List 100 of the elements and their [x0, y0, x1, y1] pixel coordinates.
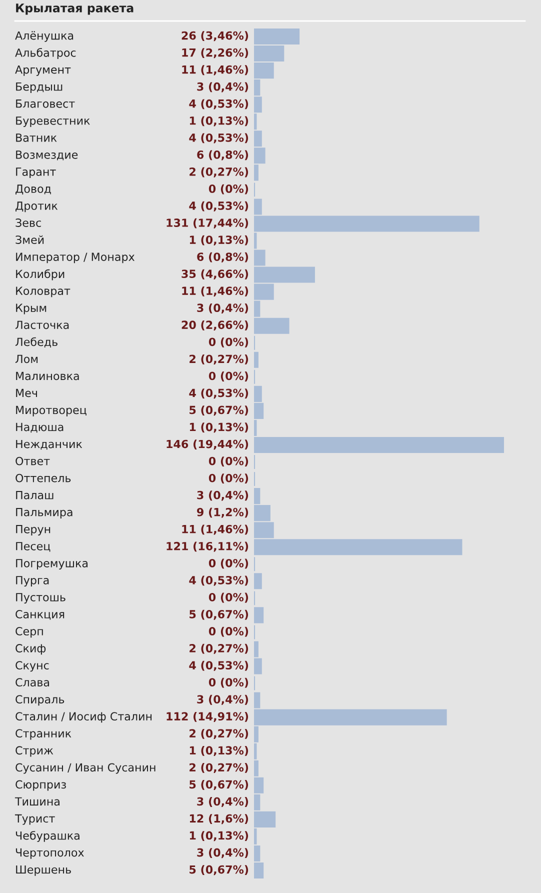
data-label: 4 (0,53%): [189, 133, 248, 144]
data-label: 0 (0%): [208, 456, 248, 467]
y-tick-label: Серп: [16, 627, 43, 638]
data-label: 0 (0%): [208, 372, 248, 382]
data-label: 26 (3,46%): [182, 31, 248, 42]
y-tick-label: Малиновка: [16, 372, 79, 380]
data-label: 0 (0%): [208, 474, 248, 484]
y-tick-label: Зевс: [16, 218, 41, 227]
data-label: 3 (0,4%): [197, 848, 248, 858]
y-tick-label: Тишина: [14, 797, 60, 806]
y-tick-label: Шершень: [16, 865, 71, 876]
data-label: 1 (0,13%): [190, 116, 248, 126]
y-tick-label: Нежданчик: [16, 440, 82, 450]
data-label: 5 (0,67%): [190, 780, 248, 790]
data-label: 1 (0,13%): [190, 422, 248, 433]
data-label: 0 (0%): [208, 338, 248, 348]
y-tick-label: Пустошь: [16, 593, 66, 604]
y-tick-label: Спираль: [16, 695, 64, 706]
y-tick-label: Ватник: [16, 134, 57, 142]
y-tick-label: Санкция: [16, 610, 64, 620]
data-label: 4 (0,53%): [189, 201, 248, 212]
y-tick-label: Альбатрос: [15, 48, 76, 59]
data-label: 11 (1,46%): [182, 524, 248, 535]
y-tick-label: Возмездие: [16, 150, 78, 160]
data-label: 121 (16,11%): [166, 542, 248, 552]
y-tick-label: Колибри: [16, 269, 64, 280]
data-label: 3 (0,4%): [197, 303, 248, 314]
y-tick-label: Змей: [16, 235, 44, 244]
y-tick-label: Пурга: [16, 576, 49, 587]
y-tick-label: Странник: [16, 729, 72, 740]
y-tick-label: Гарант: [16, 168, 56, 178]
y-tick-label: Сталин / Иосиф Сталин: [16, 712, 152, 723]
data-label: 12 (1,6%): [190, 814, 248, 824]
y-tick-label: Лом: [15, 354, 38, 364]
y-tick-label: Палаш: [16, 491, 54, 500]
data-label: 2 (0,27%): [190, 644, 248, 654]
y-tick-label: Бердыш: [16, 82, 62, 93]
y-tick-label: Турист: [14, 814, 55, 825]
y-tick-label: Оттепель: [16, 474, 71, 482]
data-label: 0 (0%): [208, 592, 248, 603]
data-label: 3 (0,4%): [197, 490, 248, 501]
data-label: 0 (0%): [208, 558, 248, 569]
data-label: 17 (2,26%): [182, 48, 248, 58]
y-tick-label: Довод: [16, 184, 51, 194]
data-label: 9 (1,2%): [197, 508, 248, 518]
y-tick-label: Скунс: [16, 661, 49, 672]
data-label: 0 (0%): [208, 678, 248, 688]
data-label: 146 (19,44%): [166, 440, 248, 450]
y-tick-label: Коловрат: [16, 286, 70, 298]
y-tick-label: Надюша: [16, 422, 64, 433]
y-tick-label: Слава: [16, 678, 50, 686]
y-tick-label: Чебурашка: [16, 830, 80, 842]
y-tick-label: Песец: [16, 542, 50, 552]
y-tick-label: Пальмира: [16, 508, 72, 518]
y-tick-label: Перун: [16, 525, 50, 536]
data-label: 4 (0,53%): [189, 660, 248, 671]
y-tick-label: Миротворец: [16, 406, 86, 416]
data-label: 5 (0,67%): [190, 865, 248, 876]
y-tick-label: Император / Монарх: [16, 252, 135, 264]
data-label: 6 (0,8%): [197, 252, 248, 262]
y-tick-label: Меч: [16, 388, 37, 398]
y-tick-label: Буревестник: [16, 116, 90, 127]
y-tick-label: Ласточка: [15, 320, 69, 330]
y-tick-label: Аргумент: [15, 66, 71, 76]
y-tick-label: Сусанин / Иван Сусанин: [16, 763, 156, 774]
data-label: 4 (0,53%): [189, 388, 248, 399]
data-label: 11 (1,46%): [182, 65, 248, 76]
y-tick-label: Благовест: [16, 100, 75, 108]
y-tick-label: Дротик: [16, 202, 58, 212]
y-tick-label: Погремушка: [16, 559, 88, 570]
data-label: 5 (0,67%): [190, 610, 248, 620]
y-tick-label: Сюрприз: [16, 780, 66, 791]
y-tick-label: Стриж: [16, 746, 54, 757]
text: Крылатая ракета: [16, 4, 134, 15]
data-label: 4 (0,53%): [189, 99, 248, 110]
data-label: 6 (0,8%): [197, 150, 248, 160]
data-label: 0 (0%): [208, 184, 248, 194]
data-label: 11 (1,46%): [182, 286, 248, 296]
data-label: 3 (0,4%): [197, 82, 248, 92]
data-label: 3 (0,4%): [197, 797, 248, 808]
y-tick-label: Алёнушка: [15, 31, 74, 42]
data-label: 2 (0,27%): [190, 354, 248, 365]
data-label: 20 (2,66%): [182, 320, 248, 330]
y-tick-label: Крым: [16, 304, 46, 314]
data-label: 35 (4,66%): [182, 269, 248, 280]
data-label: 2 (0,27%): [190, 763, 248, 774]
data-label: 131 (17,44%): [166, 218, 248, 228]
y-tick-label: Скиф: [16, 644, 46, 655]
y-tick-label: Лебедь: [15, 337, 58, 348]
data-label: 112 (14,91%): [166, 712, 248, 722]
y-tick-label: Чертополох: [16, 848, 84, 859]
data-label: 2 (0,27%): [190, 167, 248, 178]
data-label: 4 (0,53%): [189, 576, 248, 586]
y-tick-label: Ответ: [16, 456, 50, 466]
data-label: 1 (0,13%): [190, 831, 248, 842]
data-label: 2 (0,27%): [190, 728, 248, 739]
data-label: 1 (0,13%): [190, 235, 248, 246]
data-label: 5 (0,67%): [190, 406, 248, 416]
data-label: 0 (0%): [208, 626, 248, 637]
data-label: 3 (0,4%): [197, 694, 248, 705]
